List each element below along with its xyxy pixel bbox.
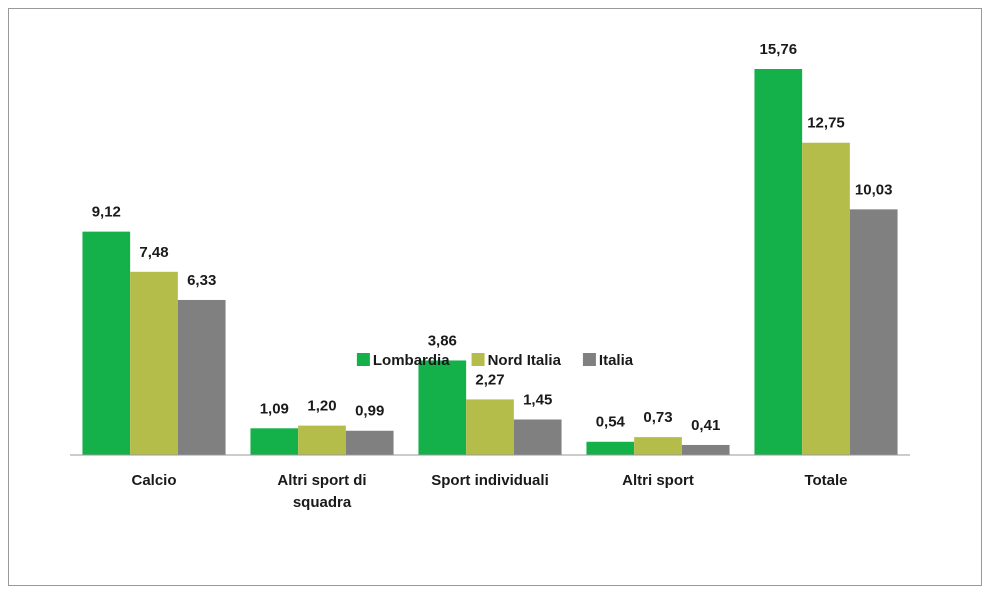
x-tick-label: Totale [804,472,847,489]
bar [513,419,562,455]
value-label: 7,48 [139,244,168,261]
value-label: 1,20 [307,398,336,415]
bar [418,360,467,455]
legend: Lombardia Nord Italia Italia [356,352,634,369]
legend-label: Italia [599,352,634,369]
legend-label: Lombardia [373,352,450,369]
x-tick-label: Altri sport di squadra [277,472,366,511]
bar [634,437,682,455]
x-tick-label: Calcio [131,472,176,489]
bar [849,209,898,455]
value-label: 2,27 [475,371,504,388]
bar [130,271,178,455]
bar [754,69,803,455]
legend-label: Nord Italia [488,352,562,369]
bar [177,299,226,455]
value-label: 0,54 [596,414,626,431]
bar [802,142,850,455]
value-label: 1,45 [523,391,552,408]
bar [466,399,514,455]
value-label: 3,86 [428,332,457,349]
value-label: 10,03 [855,181,893,198]
bar [681,444,730,455]
legend-swatch [471,353,485,366]
bar [586,441,635,455]
x-tick-label: Altri sport [622,472,694,489]
x-tick-label: Sport individuali [431,472,549,489]
value-label: 0,41 [691,417,720,434]
value-label: 15,76 [760,41,798,58]
bar [345,430,394,455]
value-label: 0,73 [643,409,672,426]
value-label: 1,09 [260,400,289,417]
legend-swatch [582,353,596,366]
value-label: 0,99 [355,403,384,420]
value-label: 12,75 [807,115,845,132]
legend-swatch [356,353,370,366]
value-label: 6,33 [187,272,216,289]
value-label: 9,12 [92,204,121,221]
bar [250,428,299,455]
bar [82,231,131,455]
bar [298,425,346,455]
